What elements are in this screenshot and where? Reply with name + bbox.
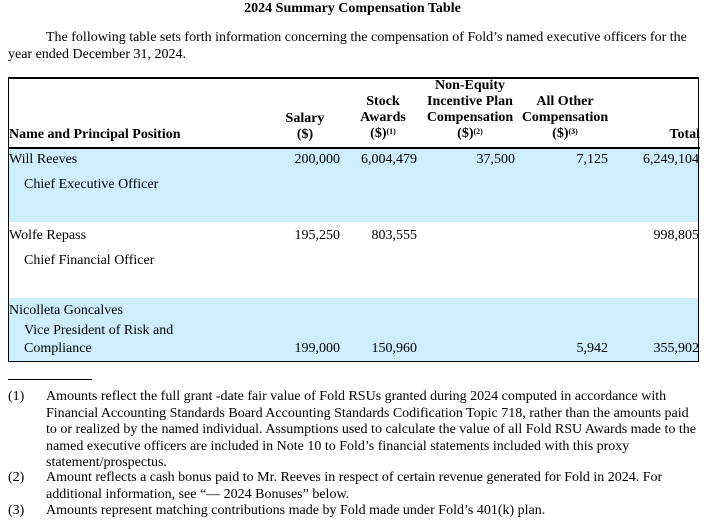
footnote-text: Amounts reflect the full grant -date fai… [46, 389, 696, 470]
header-line: Incentive Plan [427, 94, 513, 109]
footnote-mark: (2) [8, 470, 25, 485]
header-line: Compensation [521, 110, 609, 125]
row-band [9, 149, 699, 222]
exec-position: Compliance [24, 341, 92, 356]
header-line: Non-Equity [434, 78, 506, 93]
exec-position: Chief Financial Officer [24, 253, 155, 268]
total-value: 355,902 [653, 341, 700, 356]
stock-value: 6,004,479 [361, 152, 417, 167]
total-value: 998,805 [653, 228, 700, 243]
footnote-ref: (2) [473, 127, 483, 136]
footnote-ref: (1) [386, 127, 396, 136]
header-other: All Other Compensation ($)(3) [518, 94, 612, 142]
salary-value: 200,000 [294, 152, 341, 167]
header-unit: ($) [370, 126, 387, 141]
salary-value: 199,000 [294, 341, 341, 356]
header-line: Stock [366, 94, 400, 109]
header-unit: ($) [552, 126, 569, 141]
other-value: 7,125 [576, 152, 609, 167]
header-line: Awards [360, 110, 406, 125]
header-name: Name and Principal Position [9, 127, 181, 142]
header-line: ($)(2) [420, 126, 520, 142]
header-line: ($) [296, 127, 314, 142]
table-title: 2024 Summary Compensation Table [244, 1, 461, 16]
intro-paragraph: The following table sets forth informati… [8, 30, 687, 62]
exec-name: Nicolleta Goncalves [9, 303, 123, 318]
salary-value: 195,250 [294, 228, 341, 243]
header-unit: ($) [457, 126, 474, 141]
header-neip: Non-Equity Incentive Plan Compensation (… [420, 78, 520, 142]
footnote-mark: (1) [8, 389, 25, 404]
footnote-rule [8, 379, 92, 380]
footnote-text: Amount reflects a cash bonus paid to Mr.… [46, 470, 663, 502]
header-line: Salary [285, 111, 325, 126]
exec-position: Vice President of Risk and [24, 323, 174, 338]
header-line: ($)(3) [518, 126, 612, 142]
footnote-ref: (3) [568, 127, 578, 136]
stock-value: 803,555 [371, 228, 418, 243]
header-total: Total [669, 127, 700, 142]
neip-value: 37,500 [476, 152, 516, 167]
header-salary: Salary ($) [270, 111, 340, 143]
exec-position: Chief Executive Officer [24, 177, 159, 192]
header-stock: Stock Awards ($)(1) [348, 94, 418, 142]
exec-name: Will Reeves [9, 152, 78, 167]
compensation-table [8, 77, 699, 362]
header-line: All Other [536, 94, 594, 109]
stock-value: 150,960 [371, 341, 418, 356]
row-band [9, 298, 699, 361]
other-value: 5,942 [576, 341, 609, 356]
exec-name: Wolfe Repass [9, 228, 87, 243]
total-value: 6,249,104 [643, 152, 699, 167]
footnote-mark: (3) [8, 503, 25, 518]
header-divider [8, 147, 700, 149]
header-line: ($)(1) [348, 126, 418, 142]
header-line: Compensation [426, 110, 514, 125]
footnote-text: Amounts represent matching contributions… [46, 503, 546, 518]
